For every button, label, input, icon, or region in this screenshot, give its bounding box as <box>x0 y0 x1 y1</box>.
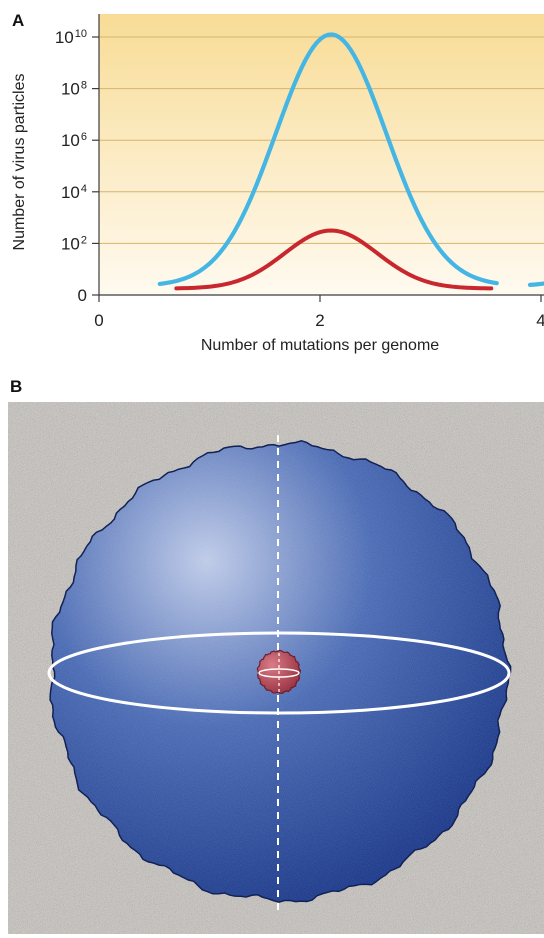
x-tick-label: 0 <box>94 311 103 330</box>
plot-background <box>99 14 544 295</box>
x-tick-label: 2 <box>315 311 324 330</box>
y-axis-ticks: 0 102 104 106 108 1010 <box>55 28 99 305</box>
y-tick-label: 108 <box>61 80 87 99</box>
y-tick-label: 0 <box>78 286 87 305</box>
x-axis-title: Number of mutations per genome <box>201 337 439 354</box>
x-axis-ticks: 02468 <box>94 295 544 330</box>
panel-a-letter: A <box>12 11 24 30</box>
panel-b-letter: B <box>10 377 22 396</box>
y-tick-label: 104 <box>61 183 87 202</box>
chart-series <box>157 32 544 291</box>
y-tick-label: 106 <box>61 131 87 150</box>
panel-b: B <box>8 377 544 934</box>
y-tick-label: 1010 <box>55 28 87 47</box>
y-tick-label: 102 <box>61 234 87 253</box>
y-axis-title: Number of virus particles <box>11 74 28 251</box>
equator-ellipse <box>47 631 511 715</box>
red-distribution-curve <box>174 228 494 291</box>
x-tick-label: 4 <box>536 311 544 330</box>
blue-distribution-curve <box>157 32 499 287</box>
